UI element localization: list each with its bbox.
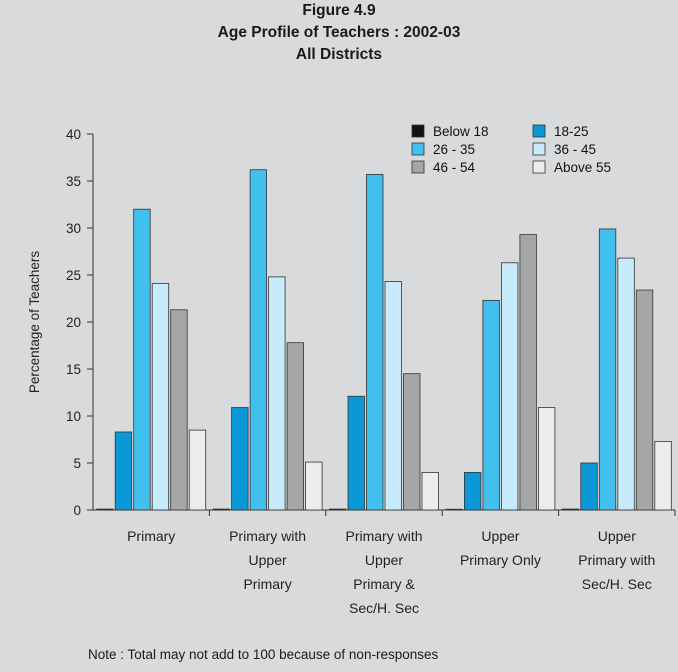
legend-swatch — [532, 160, 546, 174]
x-category-label: Sec/H. Sec — [349, 600, 419, 616]
bar — [133, 208, 151, 511]
y-axis-label: Percentage of Teachers — [27, 251, 42, 394]
footnote: Note : Total may not add to 100 because … — [88, 647, 439, 662]
x-category-label: Primary with — [345, 528, 422, 544]
y-tick-label: 15 — [66, 362, 81, 377]
bar — [366, 174, 384, 511]
x-category-label: Primary Only — [460, 552, 541, 568]
legend-swatch — [411, 124, 425, 138]
bar — [598, 228, 617, 511]
y-tick-label: 25 — [66, 268, 81, 283]
y-tick-label: 10 — [66, 409, 81, 424]
x-category-label: Upper — [365, 552, 403, 568]
x-category-label: Upper — [481, 528, 519, 544]
bar — [188, 429, 207, 511]
y-tick-label: 20 — [66, 315, 81, 330]
bar — [151, 283, 170, 511]
bar — [403, 373, 421, 511]
x-category-label: Primary with — [578, 552, 655, 568]
bar — [617, 257, 635, 511]
bar — [463, 471, 482, 511]
legend-swatch — [532, 142, 546, 156]
y-tick-label: 35 — [66, 174, 81, 189]
y-tick-label: 5 — [73, 456, 81, 471]
legend-label: 18-25 — [554, 124, 589, 139]
bar — [561, 508, 580, 511]
bar — [482, 299, 500, 511]
legend-label: 46 - 54 — [433, 160, 476, 175]
bar — [500, 262, 519, 511]
x-category-label: Primary — [127, 528, 175, 544]
x-category-label: Sec/H. Sec — [582, 576, 652, 592]
figure-number: Figure 4.9 — [302, 2, 376, 19]
bar — [305, 461, 323, 511]
bar — [519, 234, 537, 511]
legend-swatch — [411, 160, 425, 174]
x-category-label: Upper — [249, 552, 287, 568]
x-category-label: Primary with — [229, 528, 306, 544]
y-tick-label: 30 — [66, 221, 81, 236]
x-category-label: Upper — [598, 528, 636, 544]
x-category-label: Primary — [243, 576, 291, 592]
legend-swatch — [532, 124, 546, 138]
y-tick-label: 40 — [66, 127, 81, 142]
bar — [654, 440, 672, 511]
bar — [635, 289, 654, 511]
legend-label: Above 55 — [554, 160, 611, 175]
bar — [268, 276, 286, 511]
bar — [212, 508, 231, 511]
legend-swatch — [411, 142, 425, 156]
x-category-label: Primary & — [353, 576, 415, 592]
bar — [170, 309, 188, 511]
bar — [580, 462, 598, 511]
legend-label: 36 - 45 — [554, 142, 596, 157]
bar — [96, 508, 114, 511]
y-tick-label: 0 — [73, 503, 81, 518]
bar — [347, 395, 365, 511]
bar — [286, 342, 305, 511]
bar — [231, 407, 249, 511]
bar — [538, 407, 556, 511]
chart-subtitle: All Districts — [295, 46, 383, 63]
bar — [421, 471, 439, 511]
bar — [445, 508, 463, 511]
bar — [114, 431, 133, 511]
bar — [249, 169, 268, 511]
legend-label: 26 - 35 — [433, 142, 475, 157]
bar — [329, 508, 347, 511]
chart-title: Age Profile of Teachers : 2002-03 — [217, 24, 461, 41]
legend-label: Below 18 — [433, 124, 489, 139]
bar — [384, 281, 402, 511]
